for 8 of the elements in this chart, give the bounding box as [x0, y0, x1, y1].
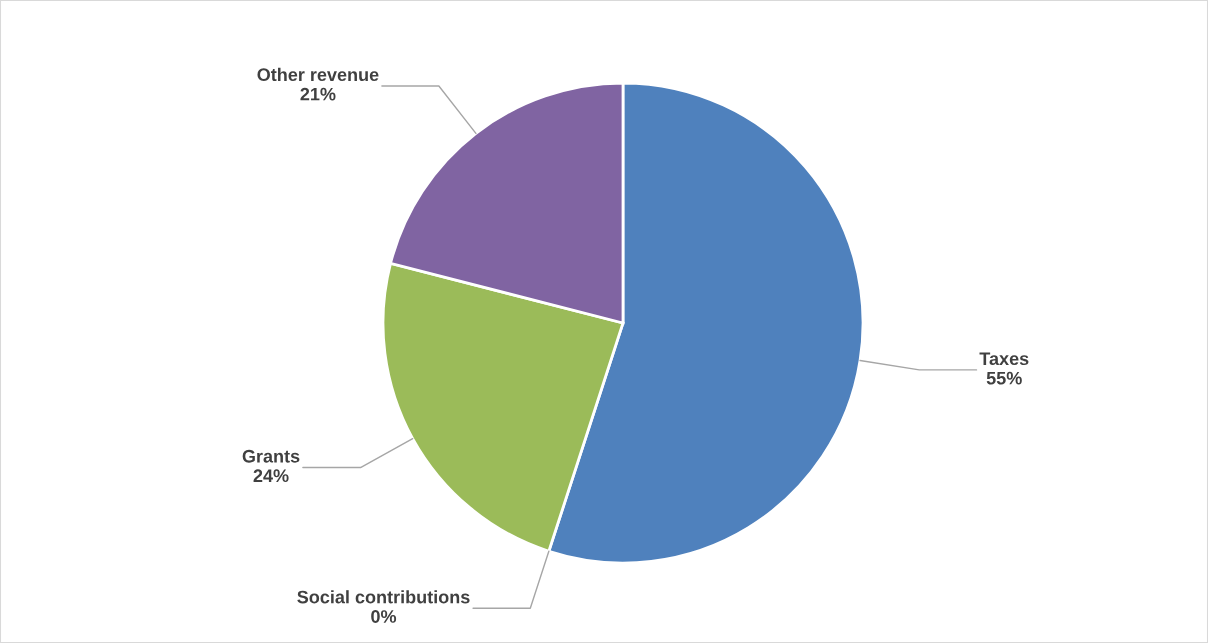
slice-label: Other revenue	[257, 67, 379, 82]
data-label: 24%	[253, 469, 289, 483]
data-label: 21%	[300, 87, 336, 101]
text: 0%	[371, 610, 397, 623]
slice-label: Grants	[242, 449, 300, 463]
data-label: 55%	[986, 371, 1022, 385]
category-label: Social contributions	[297, 590, 470, 604]
slice-label: Taxes	[979, 352, 1029, 366]
